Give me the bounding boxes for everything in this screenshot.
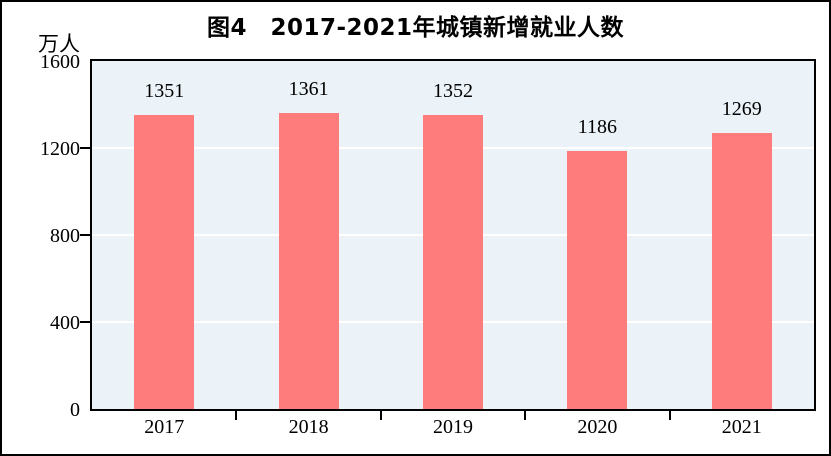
bar-value-label: 1186 bbox=[577, 116, 618, 139]
x-tick-mark bbox=[524, 411, 527, 420]
y-axis-unit-label: 万人 bbox=[38, 32, 80, 56]
bar-value-label: 1352 bbox=[433, 79, 473, 102]
chart-title: 图4 2017-2021年城镇新增就业人数 bbox=[206, 15, 625, 41]
bar-value-label: 1361 bbox=[288, 77, 329, 100]
bar-value-label: 1351 bbox=[144, 80, 185, 103]
y-tick-mark bbox=[80, 234, 90, 236]
bar bbox=[567, 151, 628, 409]
bar bbox=[423, 114, 483, 409]
x-tick-label: 2020 bbox=[577, 416, 618, 438]
x-tick-label: 2021 bbox=[721, 416, 762, 438]
y-tick-label: 0 bbox=[70, 399, 80, 421]
y-tick-mark bbox=[80, 147, 90, 149]
x-tick-mark bbox=[379, 411, 382, 420]
bar bbox=[711, 133, 772, 409]
bar bbox=[278, 112, 339, 409]
y-tick-label: 1200 bbox=[40, 138, 80, 160]
y-tick-label: 1600 bbox=[40, 51, 80, 73]
x-tick-label: 2018 bbox=[288, 416, 329, 438]
x-tick-mark bbox=[668, 411, 671, 420]
y-tick-mark bbox=[80, 321, 90, 323]
plot-area bbox=[90, 59, 816, 411]
x-tick-mark bbox=[235, 411, 238, 420]
bar-value-label: 1269 bbox=[721, 97, 762, 120]
x-tick-label: 2019 bbox=[433, 416, 473, 438]
bar bbox=[134, 115, 195, 409]
y-tick-label: 400 bbox=[50, 312, 80, 334]
x-tick-label: 2017 bbox=[144, 416, 185, 438]
y-tick-label: 800 bbox=[50, 225, 80, 247]
